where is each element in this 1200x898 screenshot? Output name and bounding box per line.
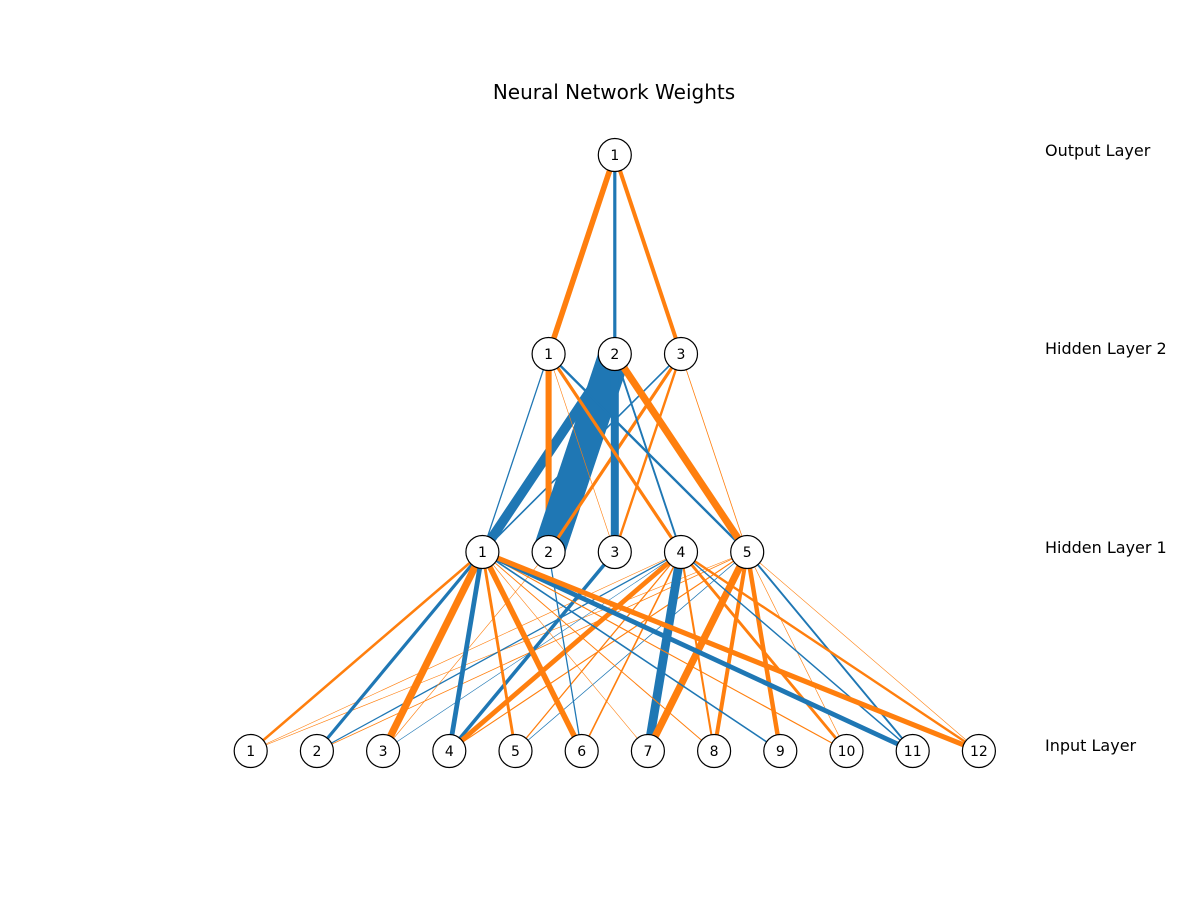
node-label: 5 xyxy=(743,545,752,561)
edge-input-12-to-hidden-1-5 xyxy=(747,551,980,752)
edge-hidden-1-5-to-hidden-2-3 xyxy=(680,353,748,553)
edge-input-10-to-hidden-1-4 xyxy=(679,551,848,752)
node-hidden-2-2: 2 xyxy=(597,336,632,372)
edge-input-3-to-hidden-1-1 xyxy=(379,550,486,753)
node-input-1: 1 xyxy=(233,733,268,769)
node-label: 8 xyxy=(710,744,719,760)
edge-input-11-to-hidden-1-4 xyxy=(680,551,914,752)
node-input-8: 8 xyxy=(696,733,732,769)
layer-label-input: Input Layer xyxy=(1045,736,1137,755)
node-circle xyxy=(498,733,533,769)
edge-input-5-to-hidden-1-1 xyxy=(480,551,517,752)
node-label: 7 xyxy=(643,744,652,760)
edge-input-6-to-hidden-1-1 xyxy=(479,550,585,753)
node-circle xyxy=(531,336,566,372)
node-circle xyxy=(696,733,732,769)
node-circle xyxy=(763,733,798,769)
node-circle xyxy=(663,336,699,372)
edge-input-9-to-hidden-1-1 xyxy=(481,551,781,752)
node-circle xyxy=(465,534,500,570)
node-label: 2 xyxy=(610,347,619,363)
node-circle xyxy=(299,733,334,769)
node-label: 3 xyxy=(610,545,619,561)
edge-input-12-to-hidden-1-1 xyxy=(481,549,980,754)
node-circle xyxy=(531,534,566,570)
node-hidden-1-2: 2 xyxy=(531,534,566,570)
node-label: 1 xyxy=(478,545,487,561)
node-circle xyxy=(597,534,632,570)
node-hidden-1-4: 4 xyxy=(663,534,699,570)
node-output-1: 1 xyxy=(597,137,632,173)
node-circle xyxy=(630,733,666,769)
layer-label-output: Output Layer xyxy=(1045,141,1151,160)
node-hidden-2-1: 1 xyxy=(531,336,566,372)
edge-input-1-to-hidden-1-1 xyxy=(249,551,484,752)
node-circle xyxy=(233,733,268,769)
edge-hidden-2-1-to-output-1 xyxy=(545,154,618,355)
node-input-7: 7 xyxy=(630,733,666,769)
edge-input-10-to-hidden-1-1 xyxy=(482,551,847,752)
node-hidden-1-1: 1 xyxy=(465,534,500,570)
node-label: 5 xyxy=(511,744,520,760)
node-label: 9 xyxy=(776,744,785,760)
node-input-10: 10 xyxy=(829,733,864,769)
edge-hidden-1-3-to-hidden-2-1 xyxy=(548,353,616,553)
node-circle xyxy=(730,534,765,570)
node-label: 6 xyxy=(577,744,586,760)
node-circle xyxy=(895,733,930,769)
edge-hidden-2-3-to-output-1 xyxy=(612,154,683,355)
edge-input-2-to-hidden-1-1 xyxy=(315,550,484,753)
node-circle xyxy=(829,733,864,769)
node-label: 2 xyxy=(312,744,321,760)
node-input-6: 6 xyxy=(564,733,599,769)
node-label: 1 xyxy=(544,347,553,363)
node-circle xyxy=(564,733,599,769)
network-nodes: 1 2 3 4 5 6 7 8 9 10 11 121 2 3 4 51 2 31 xyxy=(233,137,997,769)
node-input-4: 4 xyxy=(432,733,467,769)
node-circle xyxy=(597,336,632,372)
node-label: 4 xyxy=(677,545,686,561)
node-circle xyxy=(663,534,699,570)
node-label: 1 xyxy=(246,744,255,760)
node-input-11: 11 xyxy=(895,733,930,769)
edge-hidden-1-1-to-hidden-2-1 xyxy=(481,353,550,553)
edge-input-8-to-hidden-1-1 xyxy=(482,551,715,752)
edge-hidden-1-4-to-hidden-2-1 xyxy=(547,353,683,553)
node-label: 3 xyxy=(677,347,686,363)
layer-label-hidden-1: Hidden Layer 1 xyxy=(1045,538,1167,557)
diagram-title: Neural Network Weights xyxy=(493,80,735,104)
edge-input-7-to-hidden-1-1 xyxy=(482,551,649,752)
node-circle xyxy=(432,733,467,769)
node-input-2: 2 xyxy=(299,733,334,769)
node-hidden-1-5: 5 xyxy=(730,534,765,570)
node-label: 11 xyxy=(904,744,922,760)
node-input-9: 9 xyxy=(763,733,798,769)
node-input-5: 5 xyxy=(498,733,533,769)
node-circle xyxy=(366,733,401,769)
edge-input-4-to-hidden-1-1 xyxy=(446,551,485,752)
node-circle xyxy=(597,137,632,173)
node-label: 12 xyxy=(970,744,988,760)
edge-input-12-to-hidden-1-4 xyxy=(680,551,980,752)
connection-edges xyxy=(249,154,980,754)
node-label: 3 xyxy=(379,744,388,760)
node-label: 2 xyxy=(544,545,553,561)
node-hidden-2-3: 3 xyxy=(663,336,699,372)
layer-label-hidden-2: Hidden Layer 2 xyxy=(1045,339,1167,358)
node-input-12: 12 xyxy=(961,733,997,769)
node-hidden-1-3: 3 xyxy=(597,534,632,570)
node-circle xyxy=(961,733,997,769)
edge-hidden-1-5-to-hidden-2-1 xyxy=(547,353,749,553)
node-label: 10 xyxy=(838,744,856,760)
edge-hidden-1-5-to-hidden-2-2 xyxy=(611,351,751,555)
node-label: 1 xyxy=(610,148,619,164)
node-label: 4 xyxy=(445,744,454,760)
node-input-3: 3 xyxy=(366,733,401,769)
edge-input-11-to-hidden-1-1 xyxy=(481,549,914,754)
